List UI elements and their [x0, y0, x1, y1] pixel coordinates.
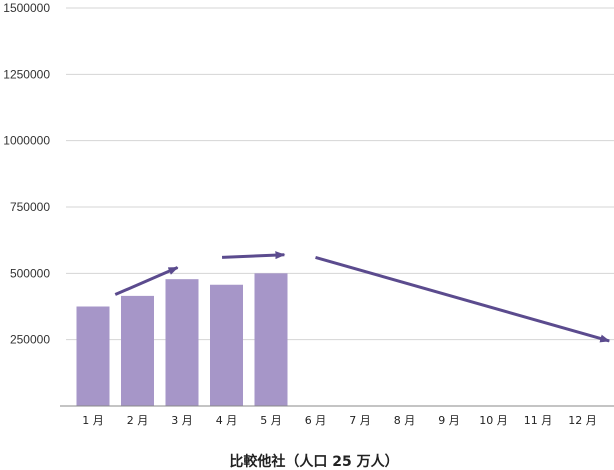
x-tick-label: 4 月: [216, 414, 238, 427]
x-tick-label: 3 月: [171, 414, 193, 427]
y-tick-label: 250000: [10, 333, 50, 347]
bar: [76, 306, 110, 406]
x-tick-label: 11 月: [524, 414, 553, 427]
trend-arrow: [315, 255, 611, 343]
x-tick-label: 8 月: [394, 414, 416, 427]
bar: [121, 295, 154, 406]
gridlines: [66, 7, 614, 341]
x-axis-ticks: 1 月 2 月 3 月 4 月 5 月 6 月 7 月 8 月 9 月 10 月 11 月 12 月: [82, 414, 597, 427]
x-tick-label: 10 月: [479, 414, 508, 427]
y-tick-label: 1250000: [3, 67, 50, 81]
y-tick-label: 750000: [10, 200, 50, 214]
x-tick-label: 2 月: [127, 414, 149, 427]
trend-arrows: [114, 251, 611, 343]
x-tick-label: 12 月: [568, 414, 597, 427]
bar: [210, 284, 243, 406]
x-tick-label: 6 月: [305, 414, 327, 427]
trend-arrow: [114, 266, 179, 296]
x-tick-label: 7 月: [349, 414, 371, 427]
bar: [254, 273, 288, 406]
x-tick-label: 9 月: [438, 414, 460, 427]
x-tick-label: 1 月: [82, 414, 104, 427]
x-tick-label: 5 月: [260, 414, 282, 427]
x-axis-label: 比較他社（人口 25 万人）: [229, 453, 398, 470]
bar: [165, 279, 199, 406]
y-tick-label: 1000000: [3, 134, 50, 148]
trend-arrow: [221, 251, 286, 260]
bars: [76, 273, 288, 406]
y-tick-label: 500000: [10, 266, 50, 280]
y-tick-label: 1500000: [3, 1, 50, 15]
y-axis-ticks: 250000 500000 750000 1000000 1250000 1500000: [3, 1, 50, 347]
